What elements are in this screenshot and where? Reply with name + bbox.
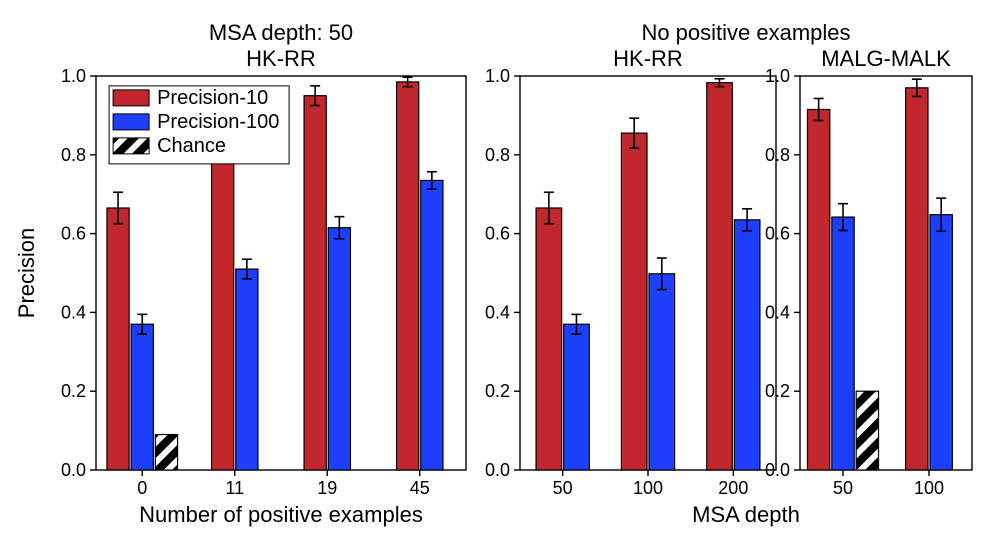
xtick-label: 50 <box>553 478 573 498</box>
ytick-label: 0.4 <box>765 302 790 322</box>
ytick-label: 0.2 <box>61 381 86 401</box>
ytick-label: 1.0 <box>61 66 86 86</box>
panel-title: HK-RR <box>613 46 683 71</box>
bar-p100 <box>328 228 350 470</box>
legend-label-chance: Chance <box>157 135 226 157</box>
xtick-label: 100 <box>914 478 944 498</box>
panel-supertitle: No positive examples <box>641 20 850 45</box>
bar-p10 <box>397 82 419 470</box>
bar-p100 <box>131 324 153 470</box>
xtick-label: 50 <box>833 478 853 498</box>
bar-p10 <box>304 96 326 470</box>
x-axis-label: Number of positive examples <box>139 502 423 527</box>
bar-p100 <box>564 324 590 470</box>
ytick-label: 1.0 <box>765 66 790 86</box>
xtick-label: 45 <box>410 478 430 498</box>
bar-p10 <box>536 208 562 470</box>
bar-p100 <box>734 220 760 470</box>
xtick-label: 0 <box>137 478 147 498</box>
bar-p10 <box>807 109 829 470</box>
bar-p100 <box>832 217 854 470</box>
ytick-label: 0.8 <box>485 145 510 165</box>
bar-p100 <box>236 269 258 470</box>
ytick-label: 0.0 <box>765 460 790 480</box>
figure-svg: 0.0 0.2 0.4 0.6 0.8 1.0 0 11 19 45 HK-RR Precision P… <box>0 0 985 537</box>
ytick-label: 0.6 <box>61 224 86 244</box>
bar-p10 <box>212 129 234 470</box>
x-axis-label: MSA depth <box>692 502 800 527</box>
ytick-label: 0.6 <box>485 224 510 244</box>
ytick-label: 0.2 <box>765 381 790 401</box>
ytick-label: 0.8 <box>61 145 86 165</box>
panel-title: HK-RR <box>246 46 316 71</box>
bar-p10 <box>107 208 129 470</box>
legend-swatch-chance <box>113 138 149 154</box>
bar-chance <box>155 435 177 470</box>
bar-p10 <box>707 83 733 470</box>
legend-swatch-p10 <box>113 90 149 106</box>
ytick-label: 0.0 <box>61 460 86 480</box>
bar-p100 <box>930 215 952 470</box>
bar-p10 <box>621 133 647 470</box>
ytick-label: 1.0 <box>485 66 510 86</box>
xtick-label: 100 <box>633 478 663 498</box>
legend-label-p100: Precision-100 <box>157 111 279 133</box>
bar-p10 <box>906 88 928 470</box>
figure: 0.0 0.2 0.4 0.6 0.8 1.0 0 11 19 45 HK-RR Precision P… <box>0 0 985 537</box>
ytick-label: 0.0 <box>485 460 510 480</box>
xtick-label: 11 <box>225 478 244 498</box>
xtick-label: 19 <box>317 478 337 498</box>
panel-title: MALG-MALK <box>821 46 951 71</box>
bar-p100 <box>421 180 443 470</box>
bar-chance <box>856 391 878 470</box>
y-axis-label: Precision <box>14 228 39 318</box>
panel-B: 0.0 0.2 0.4 0.6 0.8 1.0 50 100 200 HK-RR <box>485 46 776 498</box>
xtick-label: 200 <box>718 478 748 498</box>
ytick-label: 0.6 <box>765 224 790 244</box>
panel-A: 0.0 0.2 0.4 0.6 0.8 1.0 0 11 19 45 HK-RR Precision P… <box>14 46 466 498</box>
ytick-label: 0.4 <box>485 302 510 322</box>
bar-p100 <box>649 274 675 470</box>
ytick-label: 0.8 <box>765 145 790 165</box>
panel-C: 0.0 0.2 0.4 0.6 0.8 1.0 50 100 MALG-MALK <box>765 46 972 498</box>
panel-supertitle: MSA depth: 50 <box>209 20 353 45</box>
ytick-label: 0.4 <box>61 302 86 322</box>
legend-swatch-p100 <box>113 114 149 130</box>
legend-label-p10: Precision-10 <box>157 87 268 109</box>
ytick-label: 0.2 <box>485 381 510 401</box>
